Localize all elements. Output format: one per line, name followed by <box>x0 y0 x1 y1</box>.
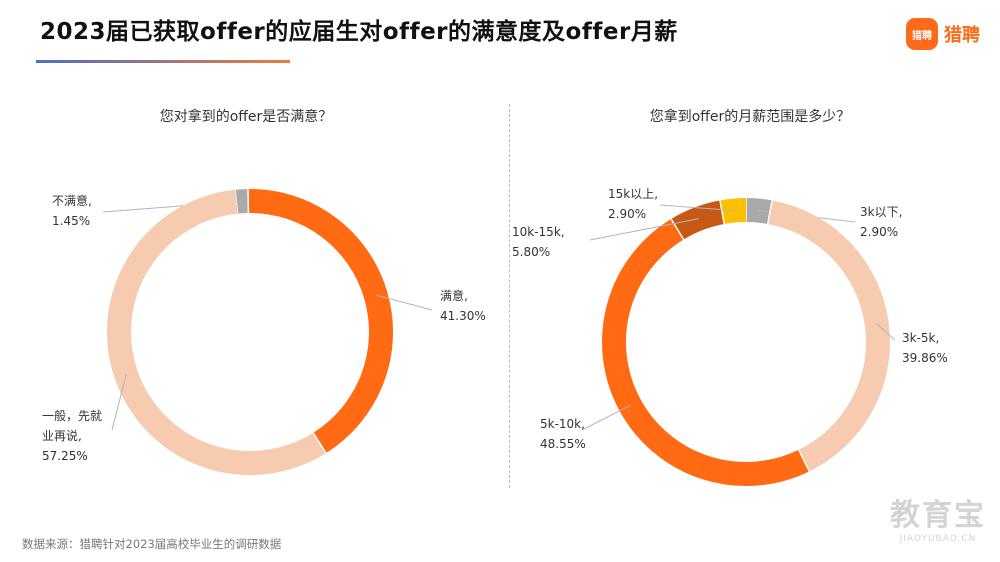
chart-2-leader-4 <box>589 218 700 241</box>
chart-1-separator-3 <box>312 432 327 454</box>
chart-2-label-3: 5k-10k, 48.55% <box>540 417 586 451</box>
chart-2-slice-4 <box>671 200 725 240</box>
chart-2-leader-5 <box>659 204 735 212</box>
chart-2-slice-2 <box>767 200 890 472</box>
chart-1-label-1: 不满意, 1.45% <box>52 193 92 228</box>
source-note: 数据来源：猎聘针对2023届高校毕业生的调研数据 <box>22 537 282 551</box>
page-title: 2023届已获取offer的应届生对offer的满意度及offer月薪 <box>40 19 678 45</box>
chart-1-label-2: 满意, 41.30% <box>440 288 486 323</box>
brand-logo: 猎聘 猎聘 <box>906 18 980 50</box>
chart-2-leader-2 <box>876 323 896 341</box>
chart-2-slice-3 <box>602 218 810 486</box>
chart-1-leader-3 <box>111 374 127 431</box>
chart-2-leader-3 <box>581 404 631 431</box>
chart-2-title: 您拿到offer的月薪范围是多少？ <box>649 109 851 125</box>
chart-1-slice-2 <box>248 189 393 454</box>
chart-divider <box>509 104 510 488</box>
chart-1-slice-3 <box>107 189 326 475</box>
watermark: 教育宝 JIAOYUBAO.CN <box>890 490 986 544</box>
chart-2-separator-4 <box>670 218 685 240</box>
title-underline <box>36 60 290 63</box>
chart-1-title: 您对拿到的offer是否满意？ <box>159 109 333 125</box>
chart-2-label-1: 3k以下, 2.90% <box>860 205 902 239</box>
chart-2-label-2: 3k-5k, 39.86% <box>902 331 948 365</box>
chart-1-leader-2 <box>375 294 433 311</box>
liepin-logo-icon: 猎聘 <box>906 18 938 50</box>
chart-2-separator-5 <box>719 200 725 225</box>
chart-1-label-3: 一般，先就业再说, 57.25% <box>42 408 102 463</box>
logo-text: 猎聘 <box>944 25 980 46</box>
chart-2-label-4: 10k-15k, 5.80% <box>512 225 565 259</box>
watermark-main: 教育宝 <box>890 498 986 533</box>
chart-2-separator-3 <box>798 449 810 472</box>
chart-2-separator-2 <box>767 200 773 225</box>
chart-2-label-5: 15k以上, 2.90% <box>608 187 658 221</box>
watermark-sub: JIAOYUBAO.CN <box>899 534 977 544</box>
